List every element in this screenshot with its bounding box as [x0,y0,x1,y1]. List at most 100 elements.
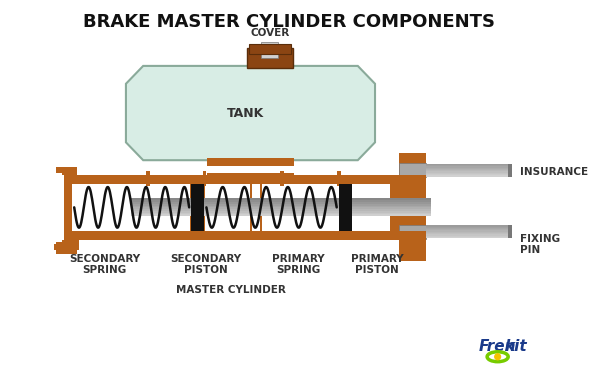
Bar [131,214,191,216]
Bar [131,202,191,204]
Bar [205,213,338,214]
Text: PRIMARY
SPRING: PRIMARY SPRING [272,254,325,275]
Bar [253,184,260,231]
Bar [56,167,77,173]
Bar [205,211,338,213]
Bar [426,234,512,236]
Bar [203,171,206,186]
Bar [191,184,205,231]
Bar [399,153,426,261]
Bar [205,214,338,216]
Bar [56,242,77,254]
Bar [352,200,431,202]
Bar [426,173,512,174]
Bar [352,214,431,216]
Bar [426,232,512,233]
Bar [62,240,77,248]
Text: TANK: TANK [227,106,265,120]
Bar [426,171,512,173]
Text: COVER: COVER [250,28,289,38]
Bar [280,171,284,186]
Bar [54,244,65,249]
Text: PRIMARY
PISTON: PRIMARY PISTON [350,254,403,275]
Bar [248,44,291,54]
Bar [508,225,512,238]
Bar [426,228,512,229]
Bar [131,207,191,209]
Text: INSURANCE: INSURANCE [520,167,588,177]
Bar [508,164,512,177]
Bar [208,173,293,181]
Bar [426,237,512,238]
Bar [205,200,338,202]
Bar [205,204,338,206]
Bar [426,164,512,165]
Bar [426,174,512,175]
Bar [62,240,79,249]
Bar [146,171,150,186]
Bar [64,231,399,240]
Bar [131,209,191,211]
Bar [352,209,431,211]
Bar [426,225,512,226]
Bar [399,231,426,240]
Text: FIXING
PIN: FIXING PIN [520,234,560,255]
Bar [261,42,278,58]
Bar [205,198,338,200]
Bar [399,163,426,177]
Bar [213,160,288,177]
Bar [352,198,431,200]
Bar [426,166,512,168]
Bar [205,206,338,207]
Bar [338,184,352,231]
Bar [426,236,512,237]
Bar [64,175,399,240]
Bar [190,175,205,240]
Bar [205,202,338,204]
Bar [352,211,431,213]
Text: kit: kit [505,339,527,354]
Bar [131,213,191,214]
Text: Fren: Fren [478,339,516,354]
Bar [352,202,431,204]
Bar [352,204,431,206]
Bar [338,175,352,240]
Bar [131,211,191,213]
Bar [250,175,262,240]
Bar [131,204,191,206]
Bar [426,229,512,230]
Circle shape [495,354,500,360]
Bar [426,168,512,169]
Bar [208,158,293,166]
Text: SECONDARY
PISTON: SECONDARY PISTON [170,254,241,275]
Bar [337,171,341,186]
Bar [205,209,338,211]
Bar [426,226,512,228]
Bar [284,169,337,184]
Bar [426,175,512,177]
Bar [426,165,512,166]
Bar [352,213,431,214]
Bar [150,169,203,184]
Bar [131,206,191,207]
Bar [399,225,426,238]
Polygon shape [126,66,375,160]
Bar [72,184,391,231]
Text: SECONDARY
SPRING: SECONDARY SPRING [69,254,140,275]
Bar [352,206,431,207]
Bar [352,207,431,209]
Bar [131,200,191,202]
Bar [205,207,338,209]
Bar [426,169,512,170]
Text: MASTER CYLINDER: MASTER CYLINDER [176,285,286,295]
Bar [131,198,191,200]
Bar [426,230,512,232]
Bar [247,48,293,68]
Bar [191,184,205,231]
Bar [62,167,77,175]
Bar [426,170,512,171]
Bar [399,175,426,184]
Text: BRAKE MASTER CYLINDER COMPONENTS: BRAKE MASTER CYLINDER COMPONENTS [83,13,495,31]
Bar [426,233,512,234]
Bar [64,175,399,184]
